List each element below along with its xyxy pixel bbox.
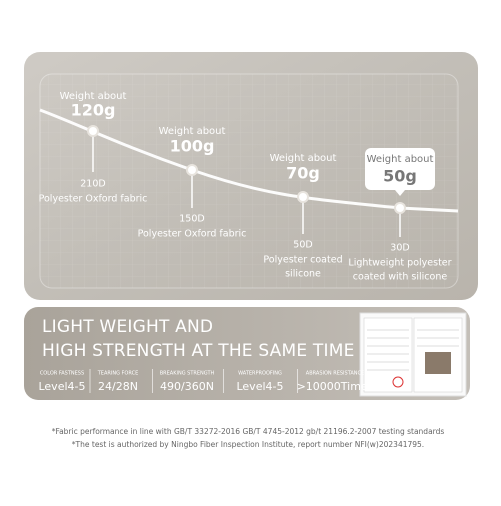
fabric-spec: 50D xyxy=(293,240,312,251)
weight-value: 50g xyxy=(383,167,417,186)
grid-area xyxy=(39,73,459,289)
fabric-desc: Lightweight polyester xyxy=(348,258,451,269)
fabric-desc: silicone xyxy=(285,269,321,280)
weight-value: 120g xyxy=(71,101,116,120)
stat-label: BREAKING STRENGTH xyxy=(160,371,215,377)
fabric-desc: coated with silicone xyxy=(353,272,448,283)
stat-label: COLOR FASTNESS xyxy=(40,371,84,377)
point xyxy=(297,191,309,203)
fabric-swatch xyxy=(425,352,451,374)
stat-value: 24/28N xyxy=(98,380,138,393)
stat-value: >10000Times xyxy=(297,380,374,393)
weight-value: 70g xyxy=(286,164,320,183)
fabric-spec: 210D xyxy=(80,179,105,190)
certificate-page xyxy=(363,317,413,393)
fabric-spec: 150D xyxy=(179,214,204,225)
stat-label: TEARING FORCE xyxy=(97,371,138,377)
footnote: *The test is authorized by Ningbo Fiber … xyxy=(72,440,424,449)
bottom-panel xyxy=(24,307,470,400)
weight-caption: Weight about xyxy=(367,154,434,165)
point xyxy=(87,125,99,137)
fabric-spec: 30D xyxy=(390,243,409,254)
weight-caption: Weight about xyxy=(60,91,127,102)
footnote: *Fabric performance in line with GB/T 33… xyxy=(52,427,445,436)
stat-value: Level4-5 xyxy=(236,380,283,393)
stat-label: WATERPROOFING xyxy=(238,371,282,377)
fabric-desc: Polyester Oxford fabric xyxy=(39,194,148,205)
stat-value: Level4-5 xyxy=(38,380,85,393)
weight-caption: Weight about xyxy=(159,126,226,137)
stat-value: 490/360N xyxy=(160,380,214,393)
stamp xyxy=(392,376,404,388)
certificate-lines xyxy=(367,329,459,371)
weight-caption: Weight about xyxy=(270,153,337,164)
weight-curve xyxy=(39,108,459,213)
callout-box xyxy=(365,148,435,190)
stat-label: ABRASION RESISTANCE xyxy=(306,371,364,377)
fabric-desc: Polyester coated xyxy=(263,255,342,266)
banner-title: LIGHT WEIGHT AND xyxy=(42,317,213,337)
point xyxy=(394,202,406,214)
weight-value: 100g xyxy=(170,137,215,156)
fabric-desc: Polyester Oxford fabric xyxy=(138,229,247,240)
point xyxy=(186,164,198,176)
callout-pointer xyxy=(395,190,405,196)
banner-title: HIGH STRENGTH AT THE SAME TIME xyxy=(42,341,355,361)
